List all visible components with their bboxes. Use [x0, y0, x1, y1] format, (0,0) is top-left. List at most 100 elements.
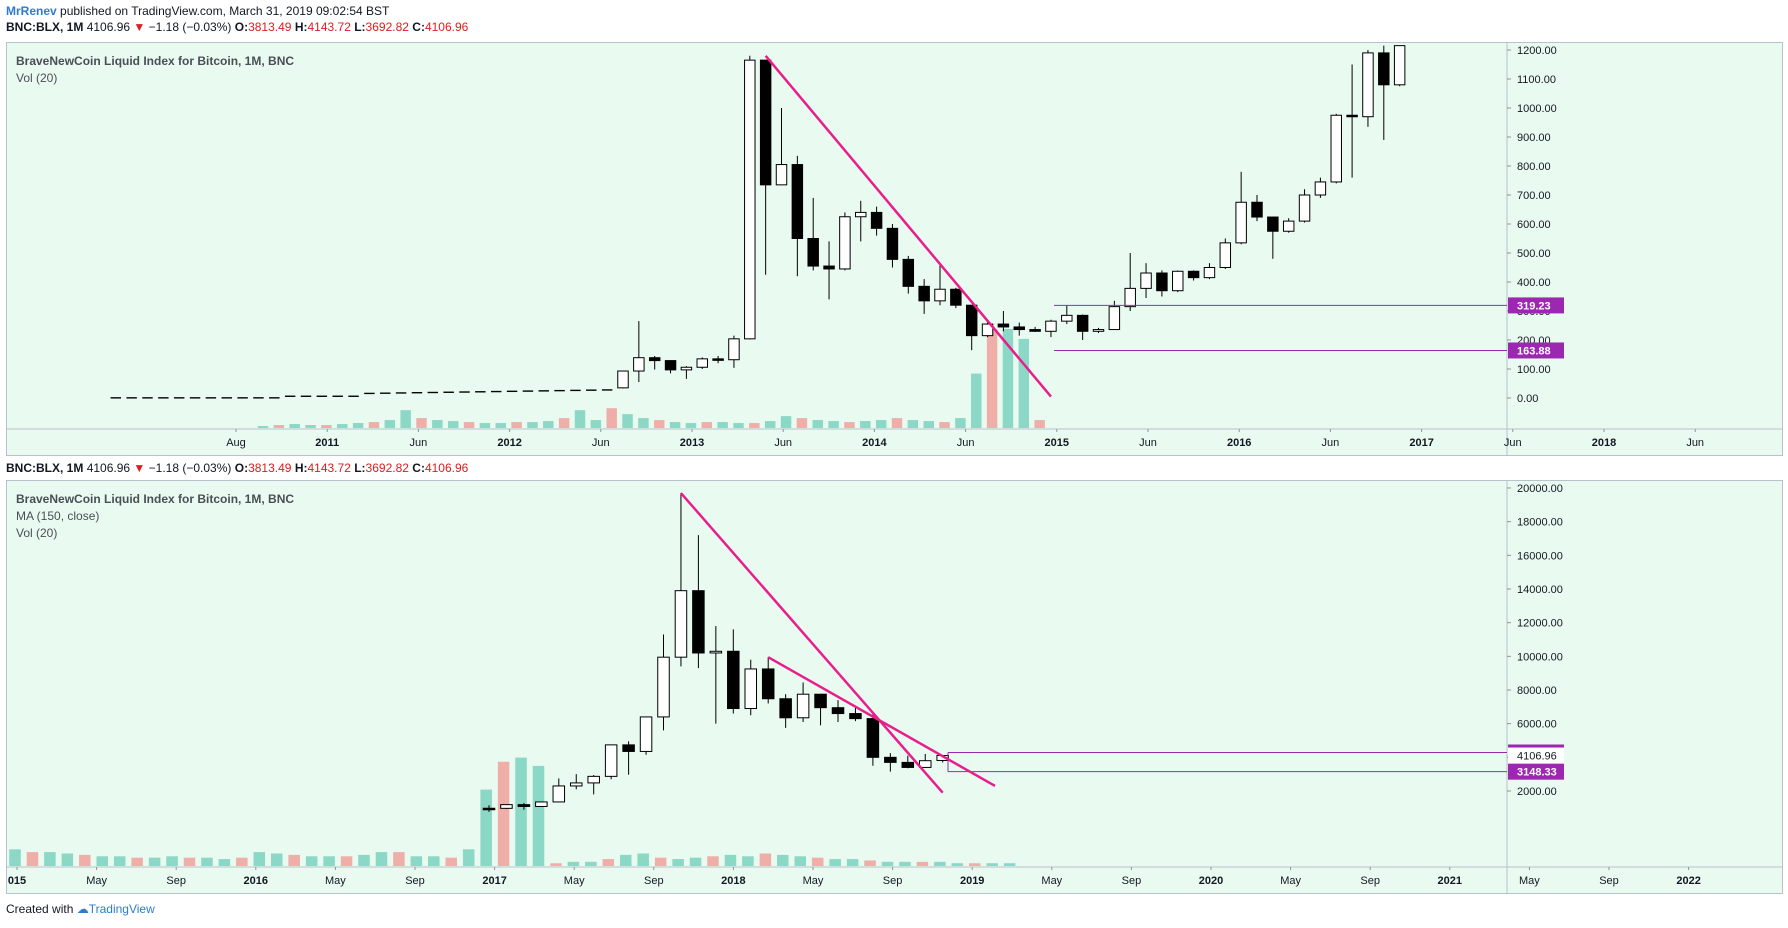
volume-bar: [638, 418, 649, 428]
candle-body: [761, 668, 775, 700]
candle-body: [997, 323, 1010, 328]
price-tick-label: 20000.00: [1517, 483, 1563, 495]
volume-bar: [955, 418, 966, 428]
open-value-2: 3813.49: [248, 461, 292, 475]
volume-bar: [796, 418, 808, 428]
low-label: L:: [354, 20, 366, 34]
volume-bar: [79, 854, 91, 866]
volume-bar: [352, 423, 364, 428]
volume-bar: [971, 373, 982, 428]
candle-body: [1393, 45, 1406, 86]
symbol-line: BNC:BLX, 1M 4106.96 ▼ −1.18 (−0.03%) O:3…: [6, 20, 468, 34]
trendline: [764, 54, 1052, 398]
candle-body: [839, 216, 851, 270]
price-tick-label: 12000.00: [1517, 618, 1563, 630]
candle-body: [709, 650, 723, 654]
candle-body: [1203, 267, 1216, 279]
price-label-text: 319.23: [1517, 300, 1551, 312]
time-tick-label: 2012: [497, 437, 521, 449]
volume-bar: [602, 859, 615, 866]
candle-body: [696, 358, 708, 368]
volume-bar: [875, 420, 887, 428]
author-link[interactable]: MrRenev: [6, 4, 57, 18]
legend-1-vol: Vol (20): [16, 71, 58, 85]
candle-body: [1346, 114, 1358, 118]
volume-bar: [724, 854, 737, 866]
time-tick-label: 2017: [1409, 437, 1433, 449]
publish-line: MrRenev published on TradingView.com, Ma…: [6, 4, 389, 18]
footer-brand[interactable]: TradingView: [88, 902, 155, 916]
time-tick-label: 015: [8, 875, 26, 887]
volume-bar: [410, 856, 423, 866]
last-price: 4106.96: [86, 20, 131, 34]
low-value-2: 3692.82: [365, 461, 409, 475]
volume-bar: [183, 857, 196, 866]
candle-body: [1013, 326, 1025, 331]
footer: Created with ☁TradingView: [6, 902, 155, 916]
volume-bar: [567, 861, 580, 866]
candle-body: [657, 656, 670, 718]
price-tick-label: 600.00: [1517, 219, 1551, 231]
candle-body: [604, 744, 618, 777]
candle-body: [552, 785, 566, 803]
volume-bar: [337, 424, 348, 428]
price-label-box: [1508, 747, 1564, 764]
time-tick-label: May: [325, 875, 346, 887]
candle-body: [1330, 114, 1342, 183]
volume-bar: [899, 861, 911, 866]
candle-body: [823, 265, 835, 270]
volume-bar: [497, 761, 510, 866]
candle-body: [1314, 181, 1327, 196]
volume-bar: [707, 856, 719, 866]
volume-bar: [428, 856, 440, 866]
candle-body: [759, 59, 772, 186]
volume-bar: [479, 423, 491, 428]
candle-body: [692, 590, 705, 654]
trendline: [767, 656, 996, 788]
candle-body: [744, 668, 758, 710]
volume-bar: [305, 425, 316, 428]
volume-bar: [860, 421, 871, 428]
volume-bar: [368, 422, 380, 428]
volume-bar: [400, 410, 411, 428]
volume-bar: [742, 856, 754, 866]
volume-bar: [590, 420, 602, 428]
price-tick-label: 1000.00: [1517, 103, 1557, 115]
chart-pane-1[interactable]: 0.00100.00200.00300.00400.00500.00600.00…: [6, 42, 1783, 456]
chart-pane-2[interactable]: 2000.004000.006000.008000.0010000.001200…: [6, 480, 1783, 894]
volume-bar: [1003, 863, 1016, 866]
time-tick-label: Sep: [1599, 875, 1619, 887]
chart-2-svg: 2000.004000.006000.008000.0010000.001200…: [7, 481, 1782, 893]
volume-bar: [515, 757, 527, 866]
candle-body: [855, 211, 867, 218]
volume-bar: [9, 849, 21, 866]
time-tick-label: Sep: [644, 875, 664, 887]
time-tick-label: Jun: [410, 437, 428, 449]
volume-bar: [574, 410, 586, 428]
volume-bar: [585, 861, 597, 866]
volume-bar: [532, 765, 545, 866]
volume-bar: [323, 856, 335, 866]
footer-created: Created with: [6, 902, 74, 916]
volume-bar: [113, 856, 126, 866]
close-value-2: 4106.96: [424, 461, 469, 475]
volume-bar: [654, 420, 665, 428]
candle-body: [866, 718, 880, 758]
volume-bar: [148, 857, 161, 866]
volume-bar: [828, 421, 839, 428]
price-label-box: [1508, 342, 1564, 359]
price-tick-label: 2000.00: [1517, 786, 1557, 798]
volume-bar: [273, 425, 285, 428]
volume-bar: [358, 854, 370, 866]
symbol-line-2: BNC:BLX, 1M 4106.96 ▼ −1.18 (−0.03%) O:3…: [6, 461, 468, 475]
candle-body: [1219, 242, 1232, 269]
volume-bar: [812, 420, 823, 428]
volume-bar: [131, 857, 143, 866]
time-tick-label: Jun: [1139, 437, 1157, 449]
high-value-2: 4143.72: [307, 461, 351, 475]
time-tick-label: May: [1041, 875, 1062, 887]
volume-bar: [543, 421, 554, 428]
candle-body: [517, 804, 531, 807]
price-tick-label: 700.00: [1517, 190, 1551, 202]
published-text: published on TradingView.com, March 31, …: [56, 4, 390, 18]
